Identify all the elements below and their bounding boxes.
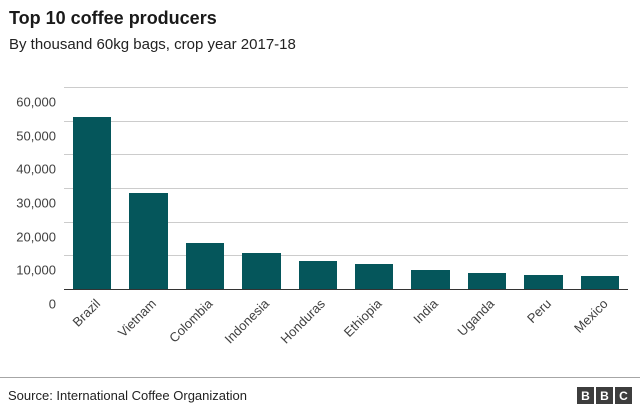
x-tick-label: Honduras xyxy=(277,296,329,347)
y-tick-label: 0 xyxy=(48,296,56,312)
gridline: 30,000 xyxy=(16,188,628,211)
bar-ethiopia xyxy=(355,264,394,290)
bar-column xyxy=(459,88,515,290)
bar-column xyxy=(515,88,571,290)
bar-column xyxy=(120,88,176,290)
bar-column xyxy=(177,88,233,290)
bar-mexico xyxy=(580,276,620,290)
bar-uganda xyxy=(467,272,507,290)
bar-india xyxy=(411,270,450,290)
bar-vietnam xyxy=(129,193,168,290)
gridline: 20,000 xyxy=(16,221,628,244)
y-tick-label: 20,000 xyxy=(16,229,56,245)
x-tick-label: Uganda xyxy=(454,296,498,339)
gridline: 60,000 xyxy=(16,87,628,110)
bar-honduras xyxy=(298,261,337,290)
x-tick-label: India xyxy=(410,296,442,327)
y-tick-label: 30,000 xyxy=(16,195,56,211)
y-tick-label: 60,000 xyxy=(16,94,56,110)
x-tick-label: Peru xyxy=(523,296,554,327)
chart-title: Top 10 coffee producers xyxy=(9,8,217,28)
x-tick-label: Indonesia xyxy=(221,296,272,347)
x-tick-label: Vietnam xyxy=(115,296,160,341)
bbc-logo-block: C xyxy=(615,387,632,404)
bar-column xyxy=(290,88,346,290)
plot-area: 0 10,000 20,000 30,000 40,000 50,000 60,000 xyxy=(16,87,628,312)
bbc-logo-block: B xyxy=(577,387,594,404)
bar-series xyxy=(64,88,628,290)
bar-column xyxy=(402,88,458,290)
bar-column xyxy=(64,88,120,290)
x-tick-label: Colombia xyxy=(166,296,216,346)
source-attribution: Source: International Coffee Organizatio… xyxy=(8,388,247,403)
chart-subtitle: By thousand 60kg bags, crop year 2017-18 xyxy=(9,36,296,53)
x-tick-label: Ethiopia xyxy=(340,296,385,340)
bar-brazil xyxy=(73,116,112,290)
footer: Source: International Coffee Organizatio… xyxy=(0,377,640,413)
y-tick-label: 10,000 xyxy=(16,262,56,278)
x-tick-label: Mexico xyxy=(570,296,611,336)
x-axis-labels: Brazil Vietnam Colombia Indonesia Honduras Et… xyxy=(64,290,628,376)
bar-column xyxy=(233,88,289,290)
y-tick-label: 50,000 xyxy=(16,128,56,144)
bar-colombia xyxy=(185,242,225,290)
gridline: 50,000 xyxy=(16,120,628,143)
gridline: 40,000 xyxy=(16,154,628,177)
gridline: 10,000 xyxy=(16,255,628,278)
bbc-logo-block: B xyxy=(596,387,613,404)
x-axis-line: 0 xyxy=(49,289,628,312)
bar-peru xyxy=(524,274,563,290)
y-tick-label: 40,000 xyxy=(16,161,56,177)
x-tick-label: Brazil xyxy=(69,296,103,330)
bar-column xyxy=(572,88,628,290)
bar-column xyxy=(346,88,402,290)
bar-indonesia xyxy=(242,253,281,290)
